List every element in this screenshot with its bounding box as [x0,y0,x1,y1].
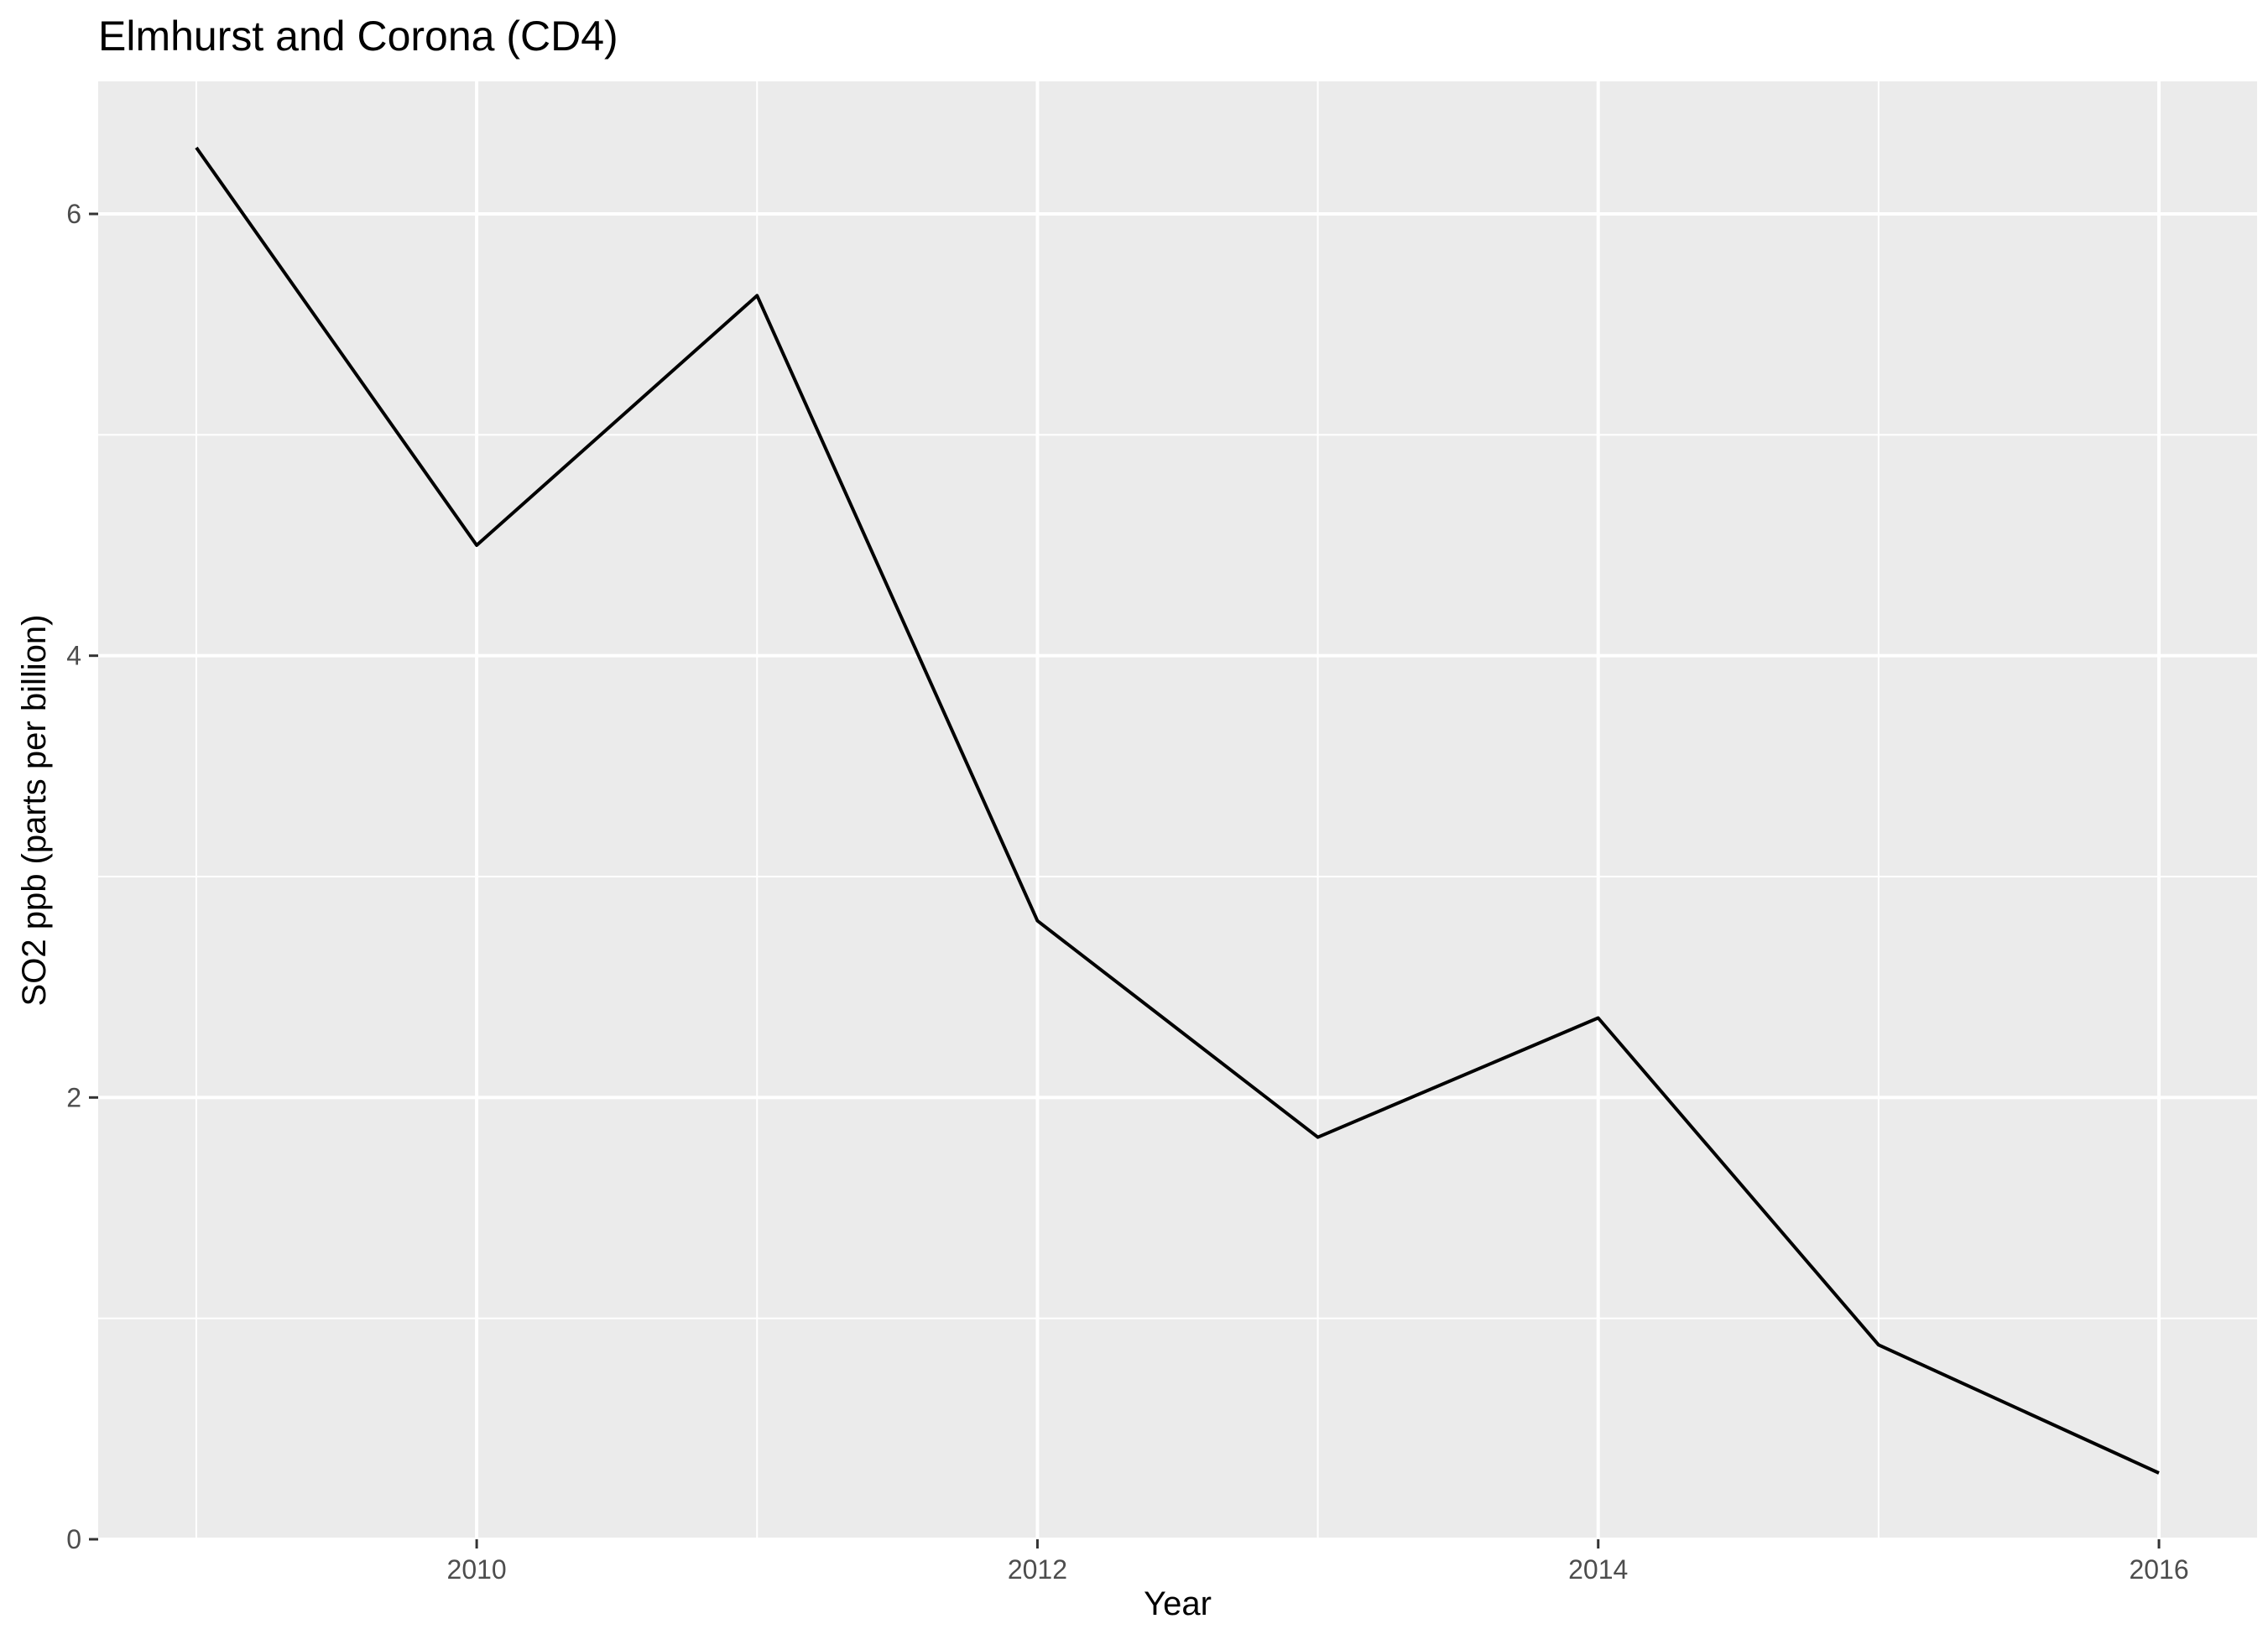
x-axis-title: Year [1144,1585,1212,1622]
y-axis: 0 2 4 6 [66,199,98,1554]
series-layer [195,146,2160,1475]
x-tick-label: 2016 [2129,1554,2188,1585]
minor-gridlines [98,81,2257,1539]
x-axis: 2010 2012 2014 2016 [447,1539,2189,1585]
x-tick-label: 2012 [1008,1554,1067,1585]
y-tick-label: 2 [66,1082,81,1112]
y-axis-title: SO2 ppb (parts per billion) [16,615,53,1007]
y-tick-label: 0 [66,1524,81,1554]
y-tick-label: 4 [66,641,81,671]
chart-title: Elmhurst and Corona (CD4) [98,13,618,60]
x-tick-label: 2010 [447,1554,507,1585]
x-tick-label: 2014 [1568,1554,1628,1585]
plot-panel [98,81,2257,1539]
major-gridlines [98,81,2257,1541]
series-line-0 [195,146,2160,1475]
y-tick-label: 6 [66,199,81,229]
